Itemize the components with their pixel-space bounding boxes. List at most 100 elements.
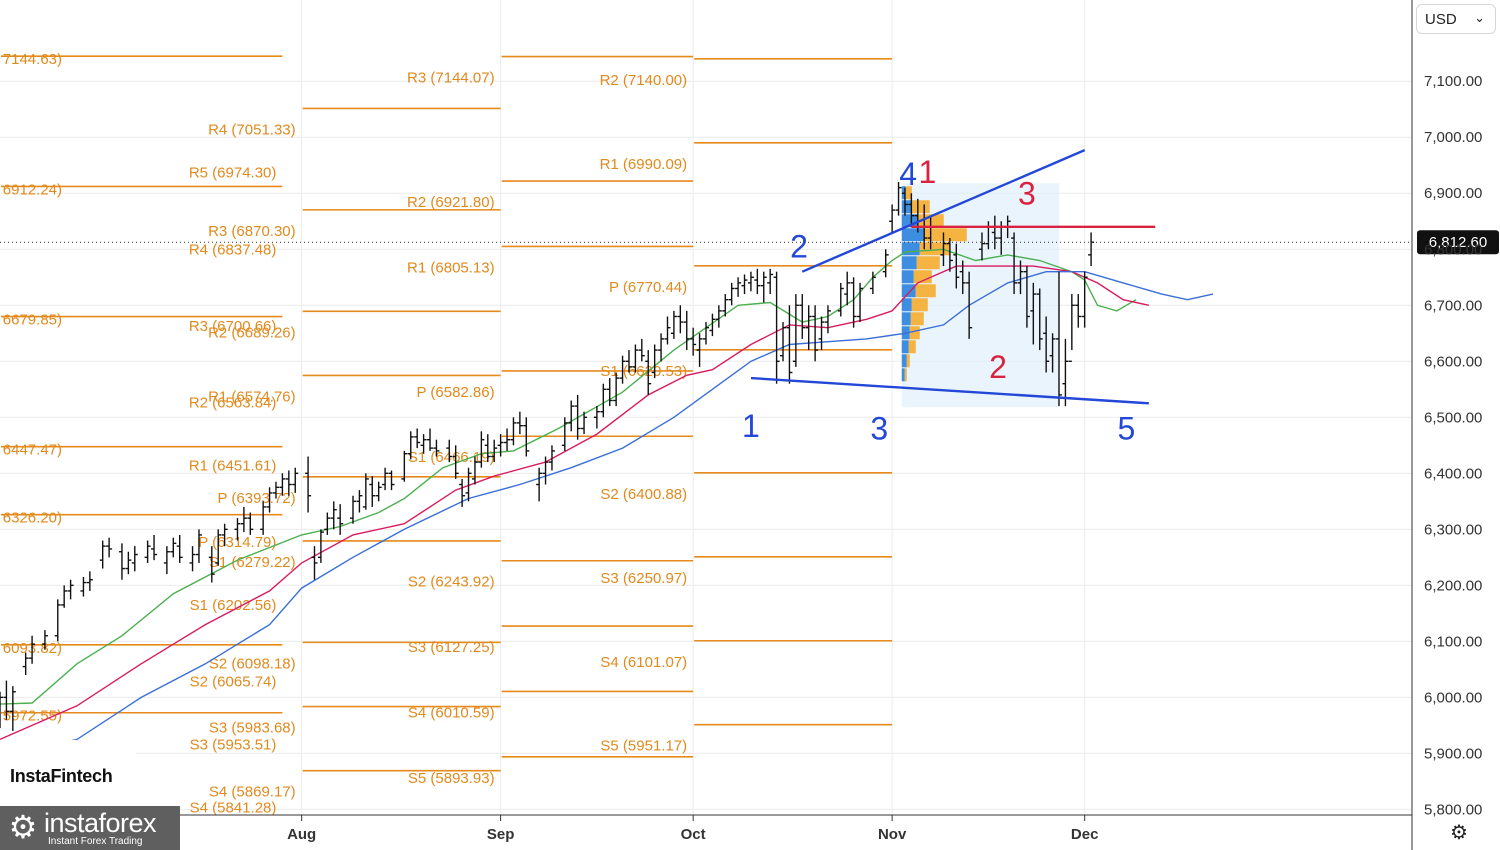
y-tick-label: 7,000.00 — [1424, 129, 1482, 146]
ohlc-bar — [703, 322, 709, 345]
wave-label: 2 — [790, 229, 808, 265]
ohlc-bar — [22, 652, 29, 675]
ohlc-bar — [818, 316, 825, 351]
brand-watermark-text: InstaFintech — [10, 766, 113, 786]
ohlc-bar — [645, 350, 652, 395]
ohlc-bar — [966, 271, 973, 339]
ohlc-bar — [857, 282, 864, 323]
volume-down-bar — [908, 340, 916, 354]
y-tick-label: 6,200.00 — [1424, 577, 1482, 594]
x-tick-label: Nov — [878, 826, 907, 843]
ohlc-bar — [414, 428, 421, 449]
volume-up-bar — [901, 340, 909, 354]
ohlc-bar — [61, 585, 68, 608]
ohlc-bar — [285, 470, 292, 496]
ohlc-bar — [735, 277, 742, 297]
ohlc-bar — [690, 327, 697, 356]
pivot-label: P (6770.44) — [609, 279, 687, 296]
ohlc-bar — [786, 305, 793, 384]
ohlc-bar — [29, 635, 36, 664]
pivot-label: R2 (6921.80) — [407, 194, 495, 211]
ohlc-bar — [1030, 282, 1037, 345]
ohlc-bar — [542, 456, 549, 485]
volume-up-bar — [901, 298, 912, 312]
pivot-label: 6912.24) — [3, 181, 62, 198]
y-tick-label: 6,800.00 — [1424, 241, 1482, 258]
ohlc-bar — [677, 305, 684, 334]
pivot-label: S3 (5953.51) — [190, 736, 277, 753]
pivot-label: S2 (6098.18) — [209, 655, 296, 672]
ohlc-bar — [658, 333, 665, 362]
ohlc-bar — [536, 467, 543, 502]
ohlc-bar — [163, 546, 170, 575]
ohlc-bar — [510, 417, 517, 446]
ohlc-bar — [382, 467, 389, 491]
ohlc-bar — [889, 204, 896, 233]
y-tick-label: 7,100.00 — [1424, 73, 1482, 90]
pivot-label: S5 (5893.93) — [408, 770, 495, 787]
wave-label: 1 — [919, 154, 937, 190]
ohlc-bar — [901, 187, 908, 216]
ohlc-bar — [215, 529, 222, 566]
ohlc-bar — [1081, 271, 1088, 328]
wave-label: 3 — [1018, 175, 1036, 211]
pivot-label: S4 (6101.07) — [600, 654, 687, 671]
ohlc-bar — [728, 282, 735, 306]
volume-down-bar — [906, 354, 910, 368]
pivot-label: S2 (6400.88) — [600, 486, 687, 503]
ohlc-bar — [664, 316, 671, 345]
ohlc-bar — [638, 338, 645, 362]
pivot-label: R2 (6563.84) — [189, 395, 277, 412]
ohlc-bar — [221, 523, 228, 547]
ohlc-bar — [1017, 260, 1024, 295]
ohlc-bar — [388, 470, 395, 491]
y-tick-label: 6,000.00 — [1424, 689, 1482, 706]
ohlc-bar — [330, 501, 337, 530]
ohlc-bar — [234, 518, 241, 541]
ohlc-bar — [747, 271, 754, 292]
ohlc-bar — [548, 445, 555, 471]
pivot-label: S5 (5951.17) — [600, 738, 687, 755]
ohlc-bar — [850, 277, 857, 328]
ohlc-bar — [632, 344, 639, 373]
ohlc-bar — [0, 691, 3, 729]
pivot-label: R3 (6700.66) — [189, 318, 277, 335]
pivot-label: S2 (6065.74) — [190, 674, 277, 691]
ohlc-bar — [581, 411, 588, 435]
ohlc-bar — [940, 232, 947, 267]
ohlc-bar — [86, 571, 93, 591]
ohlc-bar — [760, 271, 767, 303]
ohlc-bar — [959, 260, 966, 295]
volume-down-bar — [904, 368, 907, 382]
currency-value: USD — [1425, 11, 1457, 28]
ohlc-bar — [523, 417, 530, 457]
ohlc-bar — [260, 501, 267, 535]
ohlc-bar — [516, 411, 523, 435]
ohlc-bar — [151, 534, 158, 561]
pivot-label: 6679.85) — [3, 312, 62, 329]
ohlc-bar — [561, 417, 568, 451]
currency-select[interactable]: USD ⌄ — [1416, 4, 1496, 34]
ohlc-bar — [696, 333, 703, 367]
x-tick-label: Sep — [487, 826, 515, 843]
ohlc-bar — [1049, 333, 1056, 373]
ohlc-bar — [131, 546, 138, 572]
settings-icon[interactable]: ⚙ — [1450, 822, 1468, 844]
ohlc-bar — [844, 271, 851, 306]
y-tick-label: 5,800.00 — [1424, 801, 1482, 818]
ohlc-bar — [350, 495, 356, 524]
volume-up-bar — [901, 312, 911, 326]
volume-up-bar — [901, 256, 917, 270]
volume-up-bar — [901, 200, 912, 214]
pivot-label: R2 (7140.00) — [600, 72, 688, 89]
logo-name: instaforex — [44, 808, 157, 838]
ohlc-bar — [266, 487, 273, 513]
ohlc-bar — [465, 467, 472, 502]
ohlc-bar — [741, 274, 748, 295]
pivot-label: R3 (7144.07) — [407, 70, 495, 87]
ohlc-bar — [754, 268, 761, 295]
ohlc-bar — [497, 434, 504, 457]
lower-wedge-line — [750, 376, 1149, 405]
ohlc-bar — [593, 406, 600, 429]
